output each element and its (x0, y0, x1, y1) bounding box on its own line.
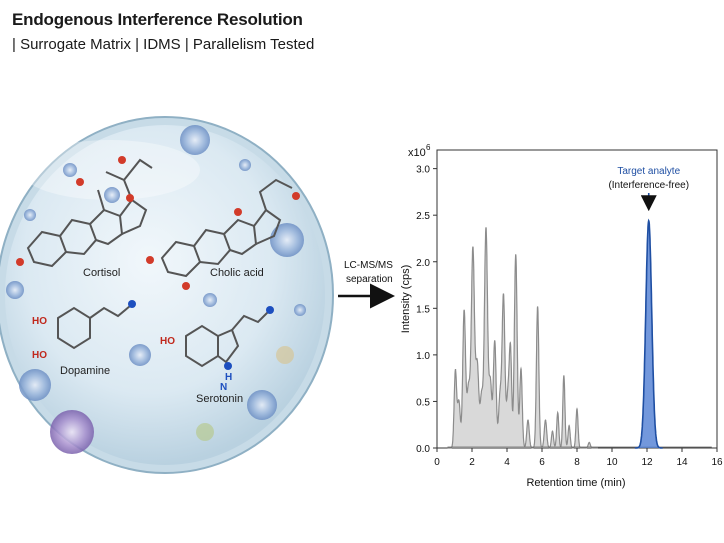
page-subtitle: | Surrogate Matrix | IDMS | Parallelism … (12, 36, 315, 53)
y-tick-label: 0.5 (416, 397, 430, 408)
analyte-trace (634, 218, 663, 449)
protein-blob (24, 209, 36, 221)
arrow-label-line2: separation (346, 274, 393, 285)
x-tick-label: 10 (606, 457, 618, 468)
matrix-trace (447, 227, 598, 449)
serotonin-ho: HO (160, 336, 175, 347)
oxygen-atom (234, 208, 242, 216)
cortisol-label: Cortisol (83, 267, 120, 279)
serotonin-h: H (225, 372, 232, 383)
y-tick-label: 1.0 (416, 351, 430, 362)
y-multiplier: x10 (408, 147, 426, 159)
protein-blob (129, 344, 151, 366)
protein-blob (247, 390, 277, 420)
chromatogram: 0.00.51.01.52.02.53.0 0 2 4 6 8 10 12 14 16 x10 … (400, 143, 723, 489)
x-axis-label: Retention time (min) (526, 477, 625, 489)
y-axis: 0.0 0.5 1.0 1.5 2.0 2.5 3.0 (416, 165, 437, 455)
lipid-cluster (196, 423, 214, 441)
x-tick-label: 2 (469, 457, 475, 468)
lipid-cluster (276, 346, 294, 364)
x-tick-label: 14 (676, 457, 688, 468)
separation-arrow-group: LC-MS/MS separation (338, 260, 395, 309)
dopamine-ho-1: HO (32, 316, 47, 327)
matrix-particles (6, 125, 306, 454)
y-tick-label: 1.5 (416, 304, 430, 315)
protein-blob (270, 223, 304, 257)
page-title: Endogenous Interference Resolution (12, 10, 303, 29)
sample-dish: Cortisol Cholic acid HO HO Dopamine (0, 116, 334, 474)
oxygen-atom (126, 194, 134, 202)
protein-blob (294, 304, 306, 316)
serotonin-structure (185, 306, 274, 370)
dopamine-ho-2: HO (32, 350, 47, 361)
y-tick-label: 0.0 (416, 444, 430, 455)
protein-blob (180, 125, 210, 155)
nitrogen-atom (128, 300, 136, 308)
y-exponent: 6 (426, 143, 431, 152)
protein-blob (6, 281, 24, 299)
oxygen-atom (292, 192, 300, 200)
serotonin-n: N (220, 382, 227, 393)
traces (447, 218, 712, 449)
y-axis-label: Intensity (cps) (400, 265, 412, 333)
x-tick-label: 0 (434, 457, 440, 468)
dopamine-structure (57, 300, 136, 350)
y-tick-label: 2.0 (416, 258, 430, 269)
protein-blob (203, 293, 217, 307)
annotation-title: Target analyte (617, 166, 680, 177)
x-axis: 0 2 4 6 8 10 12 14 16 (434, 448, 723, 468)
dish-highlight (20, 140, 200, 200)
protein-blob (239, 159, 251, 171)
x-tick-label: 12 (641, 457, 653, 468)
dish-surface (5, 125, 325, 465)
oxygen-atom (182, 282, 190, 290)
analyte-area (634, 220, 663, 448)
x-tick-label: 16 (711, 457, 723, 468)
protein-blob (19, 369, 51, 401)
x-tick-label: 8 (574, 457, 580, 468)
oxygen-atom (118, 156, 126, 164)
x-tick-label: 6 (539, 457, 545, 468)
serotonin-label: Serotonin (196, 393, 243, 405)
oxygen-atom (76, 178, 84, 186)
dopamine-label: Dopamine (60, 365, 110, 377)
cortisol-structure (16, 156, 153, 268)
protein-blob (104, 187, 120, 203)
cholic-acid-structure (146, 178, 300, 290)
annotation-subtitle: (Interference-free) (608, 180, 689, 191)
oxygen-atom (146, 256, 154, 264)
y-tick-label: 2.5 (416, 211, 430, 222)
nitrogen-atom (224, 362, 232, 370)
oxygen-atom (16, 258, 24, 266)
arrow-label-line1: LC-MS/MS (344, 260, 393, 271)
y-tick-label: 3.0 (416, 165, 430, 176)
protein-blob (63, 163, 77, 177)
cholic-acid-label: Cholic acid (210, 267, 264, 279)
nitrogen-atom (266, 306, 274, 314)
x-tick-label: 4 (504, 457, 510, 468)
lipid-cluster (50, 410, 94, 454)
